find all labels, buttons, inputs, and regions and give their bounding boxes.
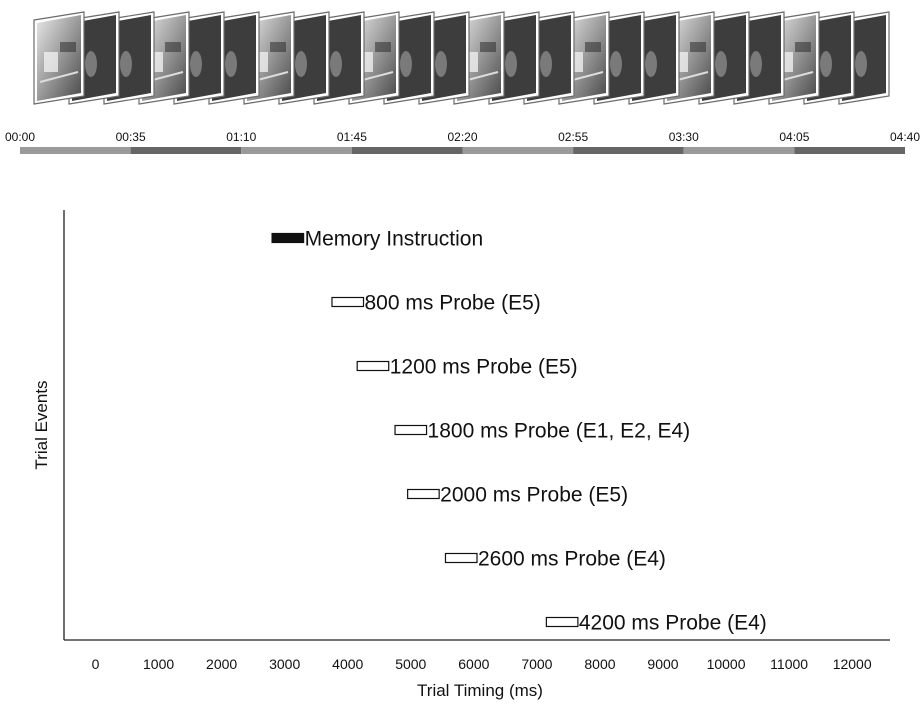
- x-tick-label: 7000: [521, 656, 552, 672]
- event-row: Memory Instruction: [271, 228, 484, 251]
- timeline-label: 04:40: [890, 130, 920, 144]
- x-tick-label: 12000: [833, 656, 872, 672]
- event-timing-chart: 0 1000 2000 3000 4000 5000 6000 7000 8000 9000 100…: [32, 210, 890, 700]
- timeline-segment: [794, 147, 905, 154]
- event-bar-outline: [394, 424, 428, 436]
- timeline-label: 04:05: [779, 130, 809, 144]
- timeline-segment: [573, 147, 684, 154]
- x-tick-label: 11000: [770, 656, 808, 672]
- timeline-label: 01:45: [337, 130, 367, 144]
- event-bar-outline: [545, 616, 579, 628]
- timeline-label: 00:35: [116, 130, 146, 144]
- event-row: 800 ms Probe (E5): [331, 292, 541, 315]
- x-tick-label: 0: [92, 656, 100, 672]
- x-tick-label: 1000: [143, 656, 174, 672]
- event-label: 2000 ms Probe (E5): [440, 484, 628, 507]
- event-label: 4200 ms Probe (E4): [579, 612, 767, 635]
- x-tick-label: 4000: [332, 656, 363, 672]
- timeline-bar: [20, 147, 905, 154]
- event-label: 1800 ms Probe (E1, E2, E4): [428, 420, 691, 443]
- timeline-segment: [462, 147, 574, 154]
- event-row: 2000 ms Probe (E5): [407, 484, 628, 507]
- frame-sequence-strip: [33, 11, 890, 105]
- x-tick-label: 2000: [206, 656, 237, 672]
- timeline-label: 01:10: [226, 130, 256, 144]
- x-tick-label: 3000: [269, 656, 300, 672]
- timeline-segment: [683, 147, 795, 154]
- event-marks: Memory Instruction 800 ms Probe (E5) 1200 …: [271, 228, 767, 635]
- x-tick-label: 9000: [647, 656, 678, 672]
- event-label: Memory Instruction: [305, 228, 484, 251]
- scene-frame: [33, 11, 85, 105]
- event-label: 800 ms Probe (E5): [365, 292, 541, 315]
- timeline-label: 03:30: [669, 130, 699, 144]
- timeline-label: 02:55: [558, 130, 588, 144]
- timeline-segment: [130, 147, 242, 154]
- event-bar-outline: [444, 552, 478, 564]
- event-bar-outline: [356, 360, 390, 372]
- x-axis-label: Trial Timing (ms): [417, 681, 543, 700]
- timeline-labels: 00:00 00:35 01:10 01:45 02:20 02:55 03:30 04:05…: [5, 130, 920, 144]
- event-bar-filled: [271, 232, 305, 244]
- x-tick-label: 6000: [458, 656, 489, 672]
- event-label: 1200 ms Probe (E5): [390, 356, 578, 379]
- event-bar-outline: [407, 488, 440, 500]
- x-tick-labels: 0 1000 2000 3000 4000 5000 6000 7000 8000 9000 100…: [92, 656, 872, 672]
- event-label: 2600 ms Probe (E4): [478, 548, 666, 571]
- timeline-label: 02:20: [447, 130, 477, 144]
- event-row: 2600 ms Probe (E4): [444, 548, 666, 571]
- timeline-label: 00:00: [5, 130, 35, 144]
- x-tick-label: 10000: [707, 656, 746, 672]
- x-tick-label: 8000: [584, 656, 615, 672]
- timeline-segment: [351, 147, 463, 154]
- y-axis-label: Trial Events: [32, 380, 51, 469]
- event-row: 1200 ms Probe (E5): [356, 356, 578, 379]
- x-tick-label: 5000: [395, 656, 426, 672]
- timeline-segment: [241, 147, 352, 154]
- event-bar-outline: [331, 296, 365, 308]
- event-row: 4200 ms Probe (E4): [545, 612, 767, 635]
- timeline-segment: [20, 147, 131, 154]
- event-row: 1800 ms Probe (E1, E2, E4): [394, 420, 691, 443]
